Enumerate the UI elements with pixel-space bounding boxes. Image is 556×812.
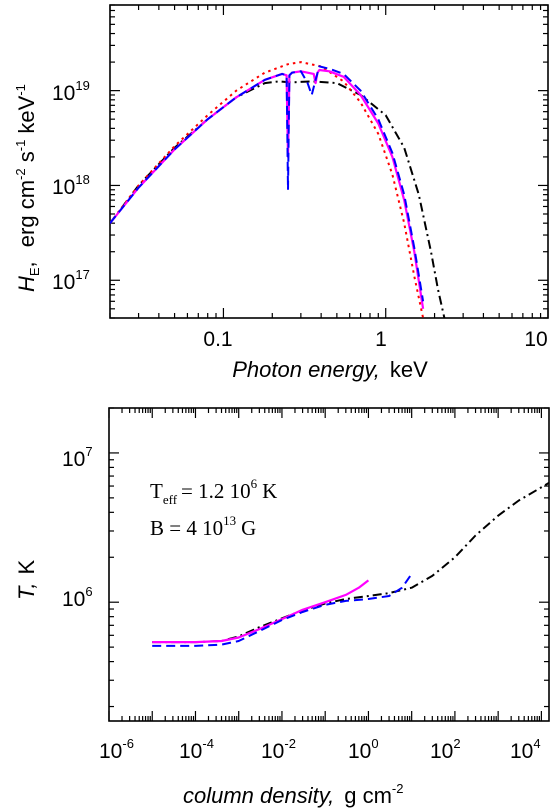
spectrum-x-tick-label: 10	[524, 328, 547, 351]
spectrum-y-axis-title: HE, erg cm-2 s-1 keV-1	[13, 84, 42, 292]
spectrum-y-tick-label: 1017	[52, 267, 90, 294]
temperature-series-line-dash-dot	[152, 482, 549, 644]
temperature-x-tick-label: 10-6	[99, 736, 134, 763]
temperature-ticks	[108, 407, 549, 721]
temperature-x-tick-label: 10-4	[179, 736, 214, 763]
spectrum-x-tick-label: 1	[375, 328, 387, 351]
temperature-series-line-solid	[152, 579, 370, 644]
spectrum-series-line-solid	[110, 68, 425, 309]
spectrum-x-axis-title: Photon energy, keV	[232, 357, 428, 382]
temperature-y-tick-label: 107	[62, 444, 93, 471]
temperature-chart: 10-6 10-4 10-2 100 102 104 107 106 Teff =…	[14, 407, 550, 808]
spectrum-chart: 0.1 1 10 1019 1018 1017 Photon energy, ke…	[13, 4, 549, 382]
temperature-x-tick-label: 100	[348, 736, 379, 763]
spectrum-x-tick-label: 0.1	[203, 328, 232, 351]
magnetic-field-annotation: B = 4 1013 G	[150, 513, 256, 540]
temperature-y-axis-title: T,K	[14, 559, 39, 600]
spectrum-series-line-dashed	[110, 65, 425, 302]
temperature-x-tick-label: 10-2	[261, 736, 296, 763]
teff-annotation: Teff = 1.2 106 K	[150, 476, 277, 507]
spectrum-y-tick-label: 1018	[52, 172, 90, 199]
temperature-y-tick-label: 106	[62, 584, 93, 611]
temperature-x-tick-label: 102	[430, 736, 461, 763]
spectrum-series-line-dotted	[110, 61, 425, 318]
spectrum-series	[110, 61, 446, 318]
temperature-series-line-dashed	[152, 573, 413, 647]
temperature-series	[152, 482, 549, 647]
spectrum-y-tick-label: 1019	[52, 78, 90, 105]
temperature-plot-frame	[108, 407, 550, 722]
spectrum-ticks	[109, 4, 549, 319]
temperature-x-tick-label: 104	[510, 736, 541, 763]
spectrum-plot-frame	[109, 4, 549, 319]
temperature-x-axis-title: column density, g cm-2	[183, 781, 403, 808]
spectrum-series-line-dash-dot	[110, 80, 446, 318]
